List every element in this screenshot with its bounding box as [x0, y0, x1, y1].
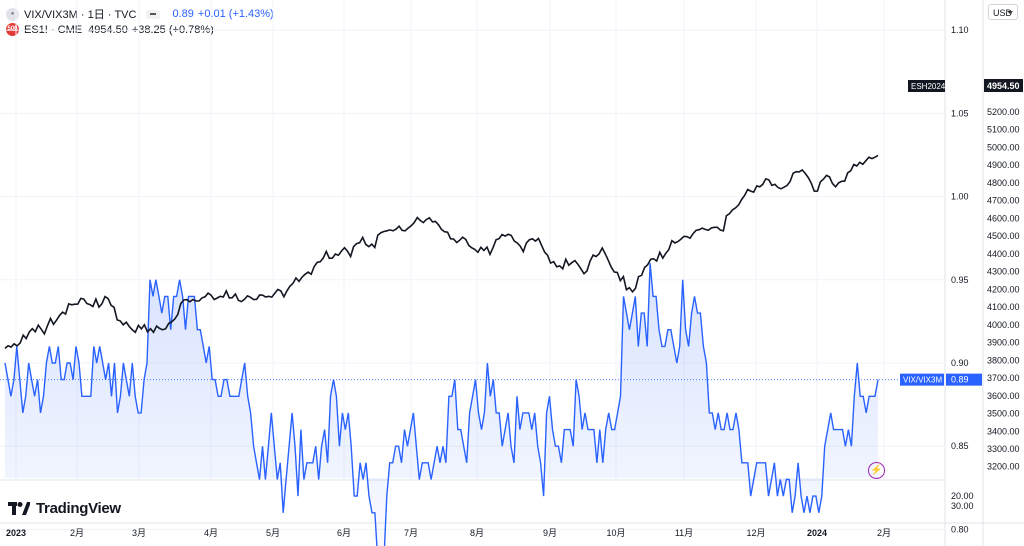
- vix-ratio-area: [5, 263, 878, 546]
- compare-change: +38.25 (+0.78%): [131, 23, 214, 36]
- time-axis-label: 8月: [470, 528, 484, 538]
- time-axis-label: 2月: [877, 528, 891, 538]
- hide-eye-icon[interactable]: [146, 9, 161, 19]
- right-price-tag: [984, 79, 1023, 92]
- right-axis-tick: 3800.00: [987, 355, 1020, 365]
- tradingview-logo[interactable]: TradingView: [8, 500, 121, 517]
- time-axis-label: 2024: [807, 528, 827, 538]
- right-axis-tick: 3700.00: [987, 373, 1020, 383]
- right-axis-tick: 4200.00: [987, 284, 1020, 294]
- time-axis-label: 2023: [6, 528, 26, 538]
- left-price-tag-text: 0.89: [951, 375, 969, 385]
- right-axis-tick: 4600.00: [987, 213, 1020, 223]
- legend-compare-row[interactable]: 500 ES1! · CME 4954.50 +38.25 (+0.78%): [6, 23, 214, 36]
- right-axis-tick: 4800.00: [987, 178, 1020, 188]
- left-axis-tick: 1.00: [951, 192, 969, 202]
- right-price-tag-text: 4954.50: [987, 81, 1020, 91]
- volume-axis-tick: 30.00: [951, 501, 974, 511]
- time-axis-label: 2月: [70, 528, 84, 538]
- left-price-tag: [946, 373, 982, 386]
- right-axis-tick: 5000.00: [987, 142, 1020, 152]
- right-axis-tick: 4700.00: [987, 196, 1020, 206]
- main-value: 0.89: [172, 8, 194, 20]
- right-axis-tick: 3900.00: [987, 338, 1020, 348]
- series-name-tag: [900, 373, 944, 386]
- right-axis-tick: 4100.00: [987, 302, 1020, 312]
- series-name-tag-text: ESH2024: [911, 82, 946, 91]
- right-axis-tick: 5200.00: [987, 107, 1020, 117]
- vix-ratio-line: [4, 263, 879, 546]
- compare-value: 4954.50: [88, 23, 128, 36]
- left-axis-tick: 1.10: [951, 25, 969, 35]
- left-axis-tick: 1.05: [951, 108, 969, 118]
- es-futures-line: [4, 154, 879, 350]
- right-axis-tick: 3200.00: [987, 462, 1020, 472]
- time-axis-label: 9月: [543, 528, 557, 538]
- time-axis-label: 5月: [266, 528, 280, 538]
- left-axis-tick: 0.85: [951, 441, 969, 451]
- currency-selector[interactable]: USD: [988, 4, 1018, 20]
- right-axis-tick: 3600.00: [987, 391, 1020, 401]
- right-axis-tick: 3500.00: [987, 409, 1020, 419]
- time-axis-label: 6月: [337, 528, 351, 538]
- time-axis-label: 10月: [606, 528, 625, 538]
- brand-name: TradingView: [36, 500, 121, 517]
- right-axis-tick: 4500.00: [987, 231, 1020, 241]
- main-symbol-label: VIX/VIX3M · 1日 · TVC: [24, 9, 137, 21]
- time-axis-label: 4月: [204, 528, 218, 538]
- volume-axis-tick: 20.00: [951, 491, 974, 501]
- left-axis-tick: 0.95: [951, 275, 969, 285]
- right-axis-tick: 4000.00: [987, 320, 1020, 330]
- series-name-tag-text: VIX/VIX3M: [903, 376, 942, 385]
- time-axis-label: 11月: [675, 528, 693, 538]
- right-axis-tick: 3300.00: [987, 444, 1020, 454]
- left-axis-tick: 0.90: [951, 358, 969, 368]
- right-axis-tick: 4300.00: [987, 267, 1020, 277]
- right-axis-tick: 4900.00: [987, 160, 1020, 170]
- time-axis-label: 3月: [132, 528, 146, 538]
- time-axis-label: 12月: [746, 528, 765, 538]
- time-axis-label: 7月: [404, 528, 418, 538]
- legend-main-row[interactable]: ● VIX/VIX3M · 1日 · TVC 0.89 +0.01 (+1.43…: [6, 6, 274, 22]
- compare-symbol-label: ES1! · CME: [24, 23, 83, 36]
- right-axis-tick: 5100.00: [987, 125, 1020, 135]
- right-axis-tick: 4400.00: [987, 249, 1020, 259]
- right-axis-tick: 3400.00: [987, 426, 1020, 436]
- series-name-tag: [908, 80, 945, 92]
- left-axis-tick: 0.80: [951, 524, 969, 534]
- alert-bolt-icon[interactable]: ⚡: [868, 462, 885, 479]
- tradingview-mark-icon: [8, 502, 30, 515]
- main-change: +0.01 (+1.43%): [197, 8, 274, 20]
